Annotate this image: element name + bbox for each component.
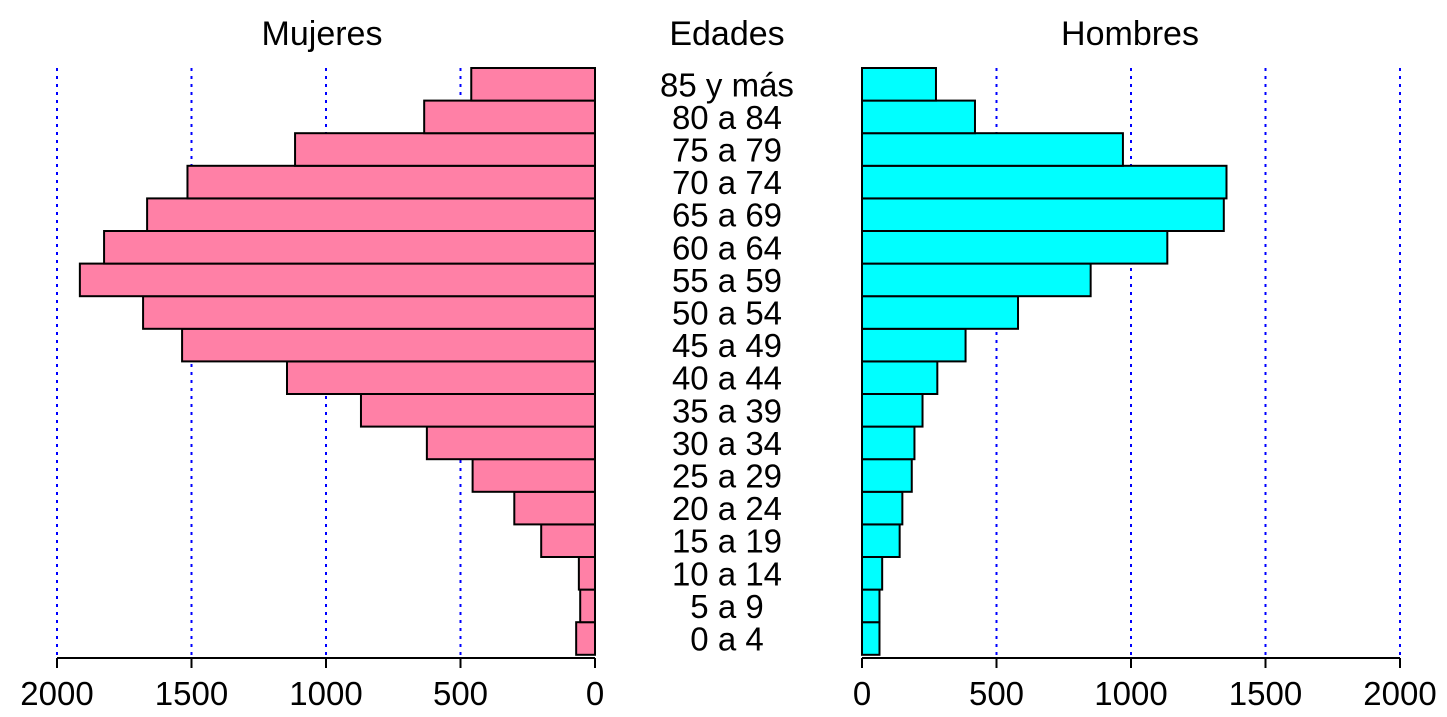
- bar-mujeres-8: [285, 360, 596, 395]
- right-tick-label-1000: 1000: [1094, 675, 1167, 712]
- bar-mujeres-5: [471, 458, 597, 493]
- bar-hombres-17: [861, 67, 937, 102]
- bar-mujeres-10: [142, 295, 597, 330]
- age-label-9: 45 a 49: [672, 327, 782, 364]
- bar-mujeres-2: [577, 556, 596, 591]
- bar-mujeres-14: [186, 164, 596, 200]
- bar-mujeres-6: [425, 425, 596, 461]
- center-column-title: Edades: [669, 15, 784, 53]
- age-label-13: 65 a 69: [672, 197, 782, 234]
- age-label-4: 20 a 24: [672, 490, 782, 527]
- bars-layer: [78, 67, 1228, 656]
- bar-hombres-2: [861, 556, 884, 591]
- bar-mujeres-12: [103, 230, 596, 265]
- left-tick-label-2000: 2000: [20, 675, 93, 712]
- age-label-14: 70 a 74: [672, 164, 782, 201]
- axis-layer: 0 0 500 500 1000 1000 1500 1500 2000 2000: [20, 657, 1437, 712]
- bar-mujeres-3: [540, 523, 597, 559]
- bar-mujeres-1: [579, 588, 597, 624]
- age-label-3: 15 a 19: [672, 523, 782, 560]
- bar-mujeres-4: [513, 490, 596, 526]
- age-label-10: 50 a 54: [672, 295, 782, 332]
- left-tick-label-1000: 1000: [289, 675, 362, 712]
- age-label-6: 30 a 34: [672, 425, 782, 462]
- bar-mujeres-15: [294, 132, 596, 167]
- bar-hombres-9: [861, 327, 967, 363]
- bar-mujeres-9: [181, 327, 597, 363]
- age-label-16: 80 a 84: [672, 99, 782, 136]
- age-label-17: 85 y más: [660, 66, 794, 103]
- bar-mujeres-0: [575, 621, 596, 656]
- right-tick-label-500: 500: [969, 675, 1024, 712]
- bar-mujeres-17: [470, 67, 597, 102]
- bar-mujeres-11: [78, 262, 597, 298]
- left-tick-label-500: 500: [433, 675, 488, 712]
- bar-hombres-14: [861, 164, 1228, 200]
- left-tick-label-1500: 1500: [155, 675, 228, 712]
- bar-hombres-16: [861, 99, 976, 135]
- age-label-15: 75 a 79: [672, 132, 782, 169]
- age-label-2: 10 a 14: [672, 555, 782, 592]
- bar-hombres-8: [861, 360, 939, 395]
- right-tick-label-0: 0: [853, 675, 871, 712]
- bar-hombres-5: [861, 458, 913, 493]
- age-label-7: 35 a 39: [672, 392, 782, 429]
- right-panel-title: Hombres: [1061, 15, 1199, 53]
- age-label-1: 5 a 9: [690, 588, 763, 625]
- left-tick-label-0: 0: [586, 675, 604, 712]
- age-label-12: 60 a 64: [672, 229, 782, 266]
- left-panel-title: Mujeres: [262, 15, 383, 53]
- right-tick-label-1500: 1500: [1229, 675, 1302, 712]
- bar-hombres-4: [861, 490, 904, 526]
- bar-hombres-3: [861, 523, 901, 559]
- bar-hombres-6: [861, 425, 916, 461]
- bar-mujeres-16: [423, 99, 596, 135]
- bar-hombres-0: [861, 621, 881, 656]
- bar-hombres-13: [861, 197, 1225, 232]
- bar-mujeres-13: [146, 197, 597, 232]
- bar-hombres-10: [861, 295, 1020, 330]
- age-label-5: 25 a 29: [672, 458, 782, 495]
- bar-hombres-15: [861, 132, 1124, 167]
- age-label-8: 40 a 44: [672, 360, 782, 397]
- bar-hombres-1: [861, 588, 881, 624]
- right-tick-label-2000: 2000: [1363, 675, 1436, 712]
- bar-hombres-7: [861, 393, 924, 428]
- bar-hombres-11: [861, 262, 1092, 298]
- age-label-0: 0 a 4: [690, 621, 763, 658]
- bar-mujeres-7: [359, 393, 596, 428]
- bar-hombres-12: [861, 230, 1169, 265]
- age-label-11: 55 a 59: [672, 262, 782, 299]
